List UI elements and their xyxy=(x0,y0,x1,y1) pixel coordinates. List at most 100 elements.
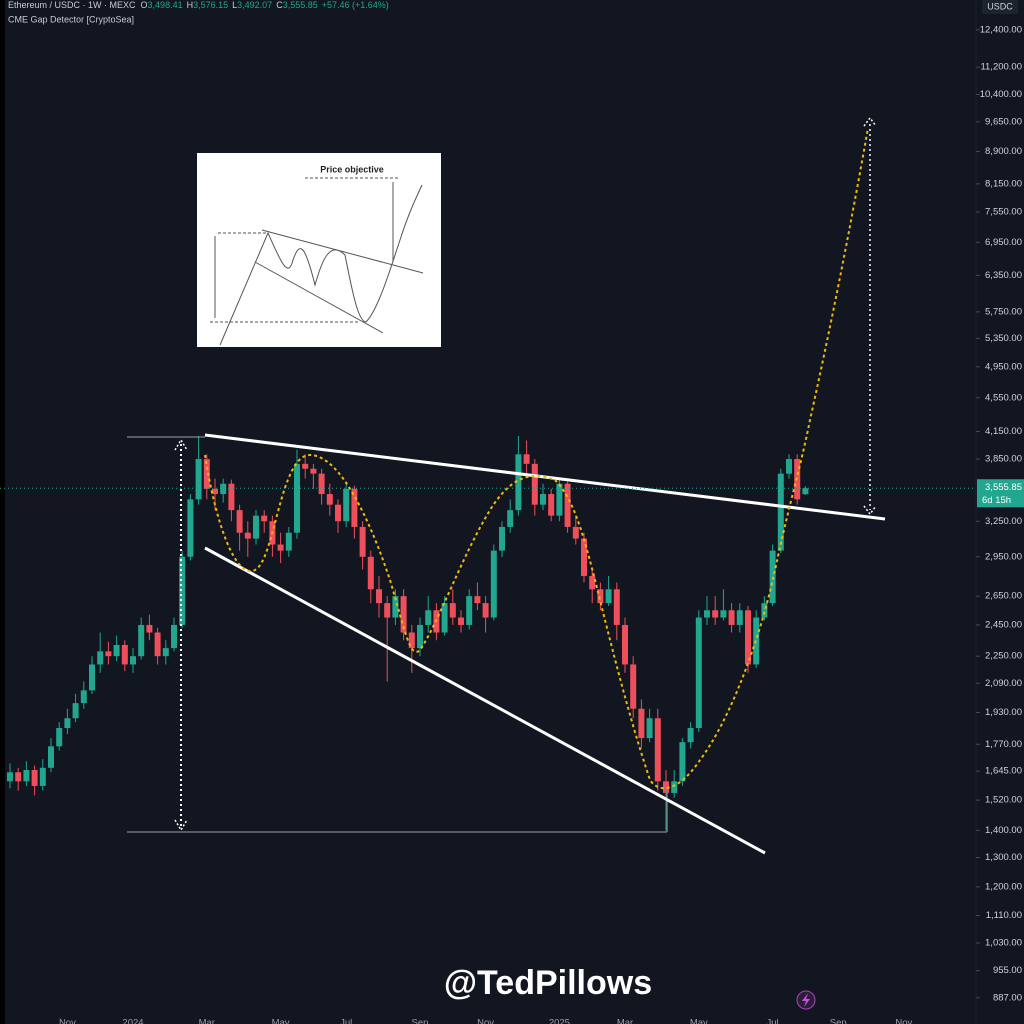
candle-body xyxy=(523,454,530,464)
candle-body xyxy=(121,644,128,665)
x-tick-label: Sep xyxy=(412,1018,429,1024)
candle-body xyxy=(335,504,341,522)
candle-body xyxy=(663,781,669,793)
candle-body xyxy=(638,708,645,739)
ohlc-key: C xyxy=(276,0,283,10)
candle-body xyxy=(97,651,104,665)
candle-body xyxy=(277,544,284,551)
legend-change: +57.46 (+1.64%) xyxy=(322,0,389,10)
arrow-heads-right xyxy=(863,116,877,516)
candle-body xyxy=(285,532,292,551)
candle-body xyxy=(400,596,407,633)
candle-body xyxy=(146,624,153,633)
candle-body xyxy=(581,538,587,576)
drawings xyxy=(127,116,886,855)
currency: USDC xyxy=(987,1,1013,11)
candle-body xyxy=(507,510,514,527)
candle-body xyxy=(162,648,169,657)
candle-body xyxy=(351,488,358,527)
candle-body xyxy=(761,603,768,618)
last-price-label: 3,555.85 xyxy=(985,482,1022,493)
candle-body xyxy=(236,510,243,533)
ohlc-key: H xyxy=(187,0,194,10)
candle-body xyxy=(310,468,317,474)
candle-body xyxy=(466,596,473,625)
candle-body xyxy=(728,610,735,625)
currency-box xyxy=(982,0,1018,14)
candle-body xyxy=(605,589,612,604)
candle-body xyxy=(326,494,333,505)
y-tick-label: 2,950.00 xyxy=(985,551,1022,562)
y-tick-label: 8,150.00 xyxy=(985,178,1022,189)
candle-body xyxy=(39,767,46,786)
candle-body xyxy=(564,483,571,527)
candle-body xyxy=(408,632,415,649)
candle-body xyxy=(499,526,505,551)
candle-body xyxy=(572,526,579,539)
y-tick-label: 4,550.00 xyxy=(985,392,1022,403)
candle-body xyxy=(695,617,702,729)
candle-body xyxy=(687,728,694,743)
candle-body xyxy=(646,718,653,739)
inset-lines xyxy=(210,177,424,346)
ohlc-value: 3,555.85 xyxy=(283,0,318,10)
x-tick-label: Jul xyxy=(767,1018,779,1024)
candle-body xyxy=(449,603,456,618)
candle-body xyxy=(712,610,719,618)
ohlc-value: 3,576.15 xyxy=(193,0,228,10)
candle-body xyxy=(244,532,251,539)
y-tick-label: 1,300.00 xyxy=(985,852,1022,863)
candle-body xyxy=(441,603,448,633)
x-tick-label: Nov xyxy=(59,1018,76,1024)
x-tick-label: Nov xyxy=(477,1018,494,1024)
candle-body xyxy=(220,483,227,495)
candle-body xyxy=(187,499,194,557)
y-tick-label: 9,650.00 xyxy=(985,116,1022,127)
inset-label: Price objective xyxy=(320,164,384,174)
candle-body xyxy=(171,624,177,649)
x-tick-label: Nov xyxy=(895,1018,912,1024)
y-tick-label: 4,150.00 xyxy=(985,426,1022,437)
y-tick-label: 1,645.00 xyxy=(985,766,1022,777)
candle-body xyxy=(720,610,727,618)
candle-body xyxy=(89,664,95,691)
candle-body xyxy=(425,610,432,625)
y-tick-label: 4,950.00 xyxy=(985,361,1022,372)
candle-body xyxy=(359,526,366,557)
candle-body xyxy=(802,488,809,495)
candle-body xyxy=(417,624,423,649)
candle-body xyxy=(228,483,235,511)
y-tick-label: 2,450.00 xyxy=(985,619,1022,630)
y-tick-label: 1,200.00 xyxy=(985,881,1022,892)
y-tick-label: 955.00 xyxy=(993,965,1022,976)
candle-body xyxy=(179,556,186,625)
y-tick-label: 3,850.00 xyxy=(985,454,1022,465)
y-tick-label: 3,250.00 xyxy=(985,516,1022,527)
projection-curve xyxy=(204,127,869,790)
y-tick-label: 5,350.00 xyxy=(985,333,1022,344)
last-price-box xyxy=(977,479,1024,508)
candle-body xyxy=(597,589,604,604)
y-tick-label: 1,400.00 xyxy=(985,825,1022,836)
y-tick-label: 1,770.00 xyxy=(985,739,1022,750)
legend-symbol: Ethereum / USDC · 1W · MEXC xyxy=(8,0,136,10)
candle-body xyxy=(72,703,79,719)
y-tick-label: 2,090.00 xyxy=(985,678,1022,689)
legend-line: Ethereum / USDC · 1W · MEXC O3,498.41 H3,5… xyxy=(8,0,389,10)
y-tick-label: 6,950.00 xyxy=(985,237,1022,248)
candle-body xyxy=(212,488,218,495)
candle-body xyxy=(138,624,145,657)
indicator-name: CME Gap Detector [CryptoSea] xyxy=(8,14,134,24)
candle-body xyxy=(490,550,497,618)
y-tick-label: 887.00 xyxy=(993,992,1022,1003)
x-tick-label: 2025 xyxy=(549,1018,570,1024)
candle-body xyxy=(777,473,784,551)
candle-body xyxy=(294,463,300,533)
candle-body xyxy=(482,603,489,618)
y-tick-label: 10,400.00 xyxy=(980,89,1022,100)
ohlc-key: O xyxy=(141,0,148,10)
candle-body xyxy=(654,718,661,782)
x-tick-label: May xyxy=(690,1018,708,1024)
y-tick-label: 6,350.00 xyxy=(985,270,1022,281)
